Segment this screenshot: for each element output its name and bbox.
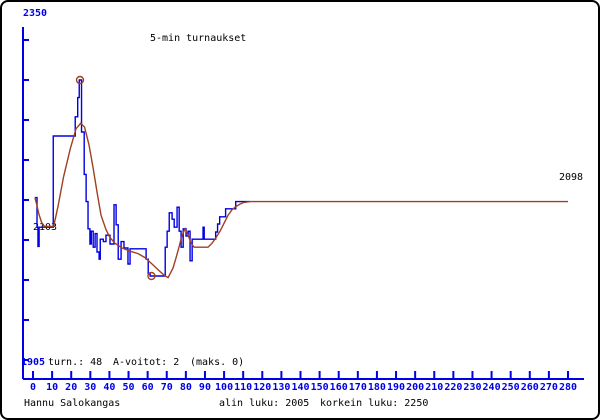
x-axis-tick-label: 220 <box>444 382 463 393</box>
x-axis-tick-label: 120 <box>253 382 272 393</box>
player-name-label: Hannu Salokangas <box>24 398 121 409</box>
x-axis-tick-label: 210 <box>425 382 444 393</box>
a-wins-label: A-voitot: 2 <box>113 357 180 368</box>
x-axis-tick-label: 130 <box>272 382 291 393</box>
x-axis-tick-label: 110 <box>234 382 253 393</box>
x-axis-tick-label: 30 <box>84 382 97 393</box>
x-axis-tick-label: 270 <box>539 382 558 393</box>
x-axis-tick-label: 180 <box>367 382 386 393</box>
x-axis-tick-label: 50 <box>122 382 135 393</box>
y-axis-max-label: 2350 <box>23 8 48 19</box>
x-axis-tick-label: 40 <box>103 382 116 393</box>
highest-number-label: korkein luku: 2250 <box>320 398 429 409</box>
start-value-label: 2103 <box>33 222 58 233</box>
x-axis-tick-label: 10 <box>46 382 59 393</box>
x-axis-tick-label: 60 <box>141 382 154 393</box>
x-axis-tick-label: 170 <box>348 382 367 393</box>
highest-point-marker <box>75 75 85 85</box>
x-axis-tick-label: 280 <box>558 382 578 393</box>
x-axis-tick-label: 20 <box>65 382 78 393</box>
x-axis-tick-label: 140 <box>291 382 310 393</box>
x-axis-tick-label: 240 <box>482 382 501 393</box>
turn-count-label: turn.: 48 <box>48 357 103 368</box>
x-axis-tick-label: 90 <box>198 382 211 393</box>
x-axis-tick-label: 160 <box>329 382 348 393</box>
maks-label: (maks. 0) <box>190 357 245 368</box>
x-axis-tick-label: 250 <box>501 382 520 393</box>
x-axis-tick-label: 230 <box>463 382 482 393</box>
smoothed-average-line <box>34 122 568 279</box>
x-axis-tick-label: 80 <box>179 382 192 393</box>
chart-title: 5-min turnaukset <box>150 33 247 44</box>
lowest-point-marker <box>147 271 156 281</box>
lowest-number-label: alin luku: 2005 <box>219 398 310 409</box>
x-axis-tick-label: 260 <box>520 382 539 393</box>
y-axis-min-label: 1905 <box>21 357 46 368</box>
x-axis-tick-label: 190 <box>387 382 406 393</box>
rating-per-tournament-line <box>34 79 251 277</box>
end-value-label: 2098 <box>559 172 584 183</box>
x-axis-tick-label: 70 <box>160 382 173 393</box>
x-axis-tick-label: 200 <box>406 382 425 393</box>
x-axis-tick-label: 0 <box>29 382 37 393</box>
x-axis-tick-label: 100 <box>215 382 234 393</box>
x-axis-tick-label: 150 <box>310 382 329 393</box>
